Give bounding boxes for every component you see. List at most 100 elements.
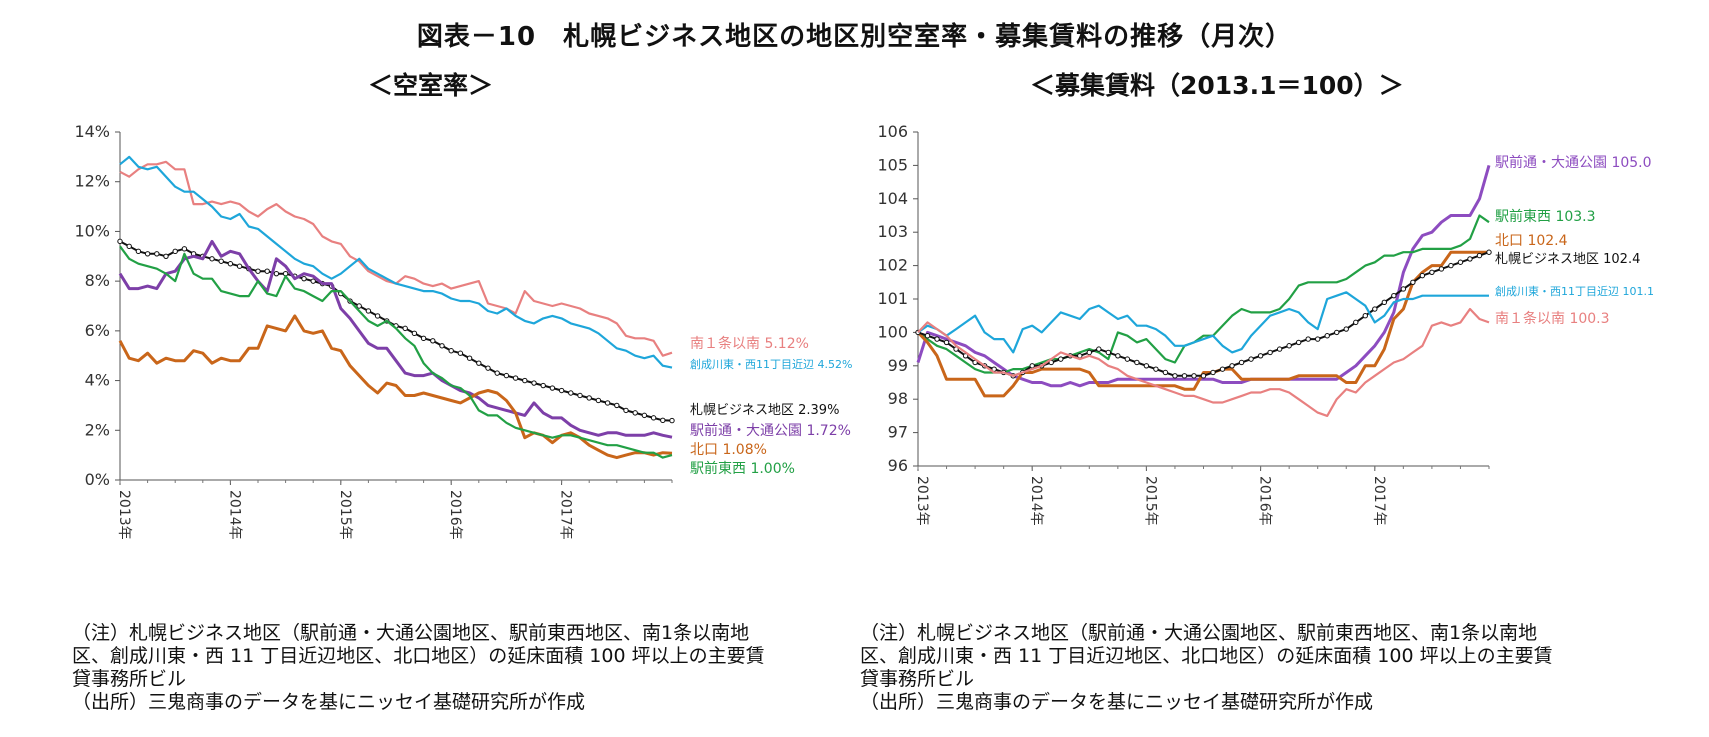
series-point-札幌ビジネス地区	[1134, 359, 1140, 366]
y-tick-label: 14%	[74, 122, 110, 141]
x-tick-label: 2016年	[447, 490, 463, 540]
series-point-札幌ビジネス地区	[1372, 306, 1378, 312]
y-tick-label: 100	[877, 322, 908, 341]
note-line: （注）札幌ビジネス地区（駅前通・大通公園地区、駅前東西地区、南1条以南地	[72, 622, 750, 644]
series-point-札幌ビジネス地区	[439, 343, 445, 349]
x-tick-label: 2016年	[1257, 476, 1273, 526]
note-line: 区、創成川東・西 11 丁目近辺地区、北口地区）の延床面積 100 坪以上の主要…	[72, 645, 765, 667]
y-tick-label: 6%	[85, 321, 110, 340]
series-point-札幌ビジネス地区	[1115, 353, 1121, 359]
series-point-札幌ビジネス地区	[614, 402, 620, 409]
series-point-札幌ビジネス地区	[1096, 346, 1102, 352]
y-tick-label: 101	[877, 289, 908, 308]
series-end-label: 駅前通・大通公園 1.72%	[690, 422, 851, 439]
series-end-label: 創成川東・西11丁目近辺 101.1	[1495, 284, 1654, 298]
series-point-札幌ビジネス地区	[650, 415, 657, 421]
series-line-創成川東-西11丁目近辺	[917, 291, 1489, 354]
series-point-札幌ビジネス地区	[1410, 279, 1416, 286]
series-point-札幌ビジネス地区	[181, 246, 188, 252]
series-point-札幌ビジネス地区	[117, 238, 123, 245]
x-tick-label: 2014年	[1028, 476, 1044, 526]
series-point-札幌ビジネス地区	[595, 397, 602, 404]
series-point-札幌ビジネス地区	[1286, 343, 1292, 349]
series-point-札幌ビジネス地区	[934, 336, 940, 342]
x-tick-label: 2013年	[116, 490, 132, 540]
y-tick-label: 12%	[74, 172, 110, 191]
series-point-札幌ビジネス地区	[1400, 286, 1407, 292]
series-point-札幌ビジネス地区	[1058, 356, 1064, 362]
note-line: 貸事務所ビル	[860, 668, 975, 690]
series-end-label: 南１条以南 100.3	[1495, 310, 1610, 327]
series-point-札幌ビジネス地区	[1153, 366, 1159, 372]
series-point-札幌ビジネス地区	[218, 258, 224, 264]
series-point-札幌ビジネス地区	[448, 348, 454, 354]
series-end-label: 札幌ビジネス地区 102.4	[1495, 251, 1640, 267]
series-end-label: 札幌ビジネス地区 2.39%	[690, 402, 839, 418]
series-point-札幌ビジネス地区	[144, 251, 151, 257]
y-tick-label: 106	[877, 122, 908, 141]
series-point-札幌ビジネス地区	[1486, 249, 1492, 255]
series-point-札幌ビジネス地区	[1143, 363, 1150, 369]
series-point-札幌ビジネス地区	[604, 400, 611, 406]
left-notes: （注）札幌ビジネス地区（駅前通・大通公園地区、駅前東西地区、南1条以南地 区、創…	[72, 622, 832, 714]
series-point-札幌ビジネス地区	[1162, 369, 1169, 376]
y-tick-label: 103	[877, 222, 908, 241]
series-point-札幌ビジネス地区	[1448, 262, 1454, 269]
series-point-札幌ビジネス地区	[1353, 319, 1359, 326]
series-point-札幌ビジネス地区	[1343, 326, 1349, 332]
series-point-札幌ビジネス地区	[1315, 336, 1321, 342]
series-line-札幌ビジネス地区	[119, 240, 673, 422]
series-point-札幌ビジネス地区	[365, 308, 372, 314]
series-point-札幌ビジネス地区	[586, 395, 592, 401]
series-point-札幌ビジネス地区	[476, 360, 482, 366]
series-end-label: 南１条以南 5.12%	[690, 335, 809, 352]
series-point-札幌ビジネス地区	[1362, 313, 1368, 319]
series-point-札幌ビジネス地区	[227, 261, 234, 267]
series-point-札幌ビジネス地区	[1086, 349, 1093, 356]
series-point-札幌ビジネス地区	[1229, 363, 1235, 369]
series-point-札幌ビジネス地区	[1295, 339, 1302, 346]
note-line: 区、創成川東・西 11 丁目近辺地区、北口地区）の延床面積 100 坪以上の主要…	[860, 645, 1553, 667]
series-point-札幌ビジネス地区	[1029, 363, 1035, 369]
x-tick-label: 2015年	[1142, 476, 1158, 526]
series-point-札幌ビジネス地区	[1172, 373, 1178, 379]
series-point-札幌ビジネス地区	[1324, 333, 1330, 339]
y-tick-label: 105	[877, 155, 908, 174]
y-tick-label: 99	[888, 356, 908, 375]
x-tick-label: 2015年	[337, 490, 353, 540]
series-point-札幌ビジネス地区	[126, 243, 132, 250]
series-point-札幌ビジネス地区	[457, 350, 464, 356]
series-point-札幌ビジネス地区	[512, 375, 519, 381]
series-point-札幌ビジネス地区	[1267, 349, 1273, 356]
series-point-札幌ビジネス地区	[522, 377, 528, 384]
series-point-札幌ビジネス地区	[356, 303, 362, 309]
series-point-札幌ビジネス地区	[531, 380, 537, 386]
series-point-札幌ビジネス地区	[1457, 259, 1464, 265]
series-point-札幌ビジネス地区	[924, 333, 931, 339]
y-tick-label: 2%	[85, 420, 110, 439]
series-end-label: 駅前東西 103.3	[1495, 208, 1596, 225]
y-tick-label: 98	[888, 389, 908, 408]
series-point-札幌ビジネス地区	[568, 390, 574, 396]
series-end-label: 駅前東西 1.00%	[690, 460, 795, 477]
series-point-札幌ビジネス地区	[549, 385, 556, 391]
series-point-札幌ビジネス地区	[1438, 266, 1445, 272]
source-line: （出所）三鬼商事のデータを基にニッセイ基礎研究所が作成	[860, 691, 1374, 713]
series-point-札幌ビジネス地区	[1257, 353, 1264, 359]
series-point-札幌ビジネス地区	[430, 338, 436, 344]
series-line-駅前東西	[119, 245, 673, 459]
series-point-札幌ビジネス地区	[172, 248, 178, 255]
series-point-札幌ビジネス地区	[494, 370, 500, 376]
series-point-札幌ビジネス地区	[943, 339, 950, 346]
series-point-札幌ビジネス地区	[1391, 292, 1397, 299]
series-point-札幌ビジネス地区	[1181, 373, 1188, 379]
series-point-札幌ビジネス地区	[1476, 252, 1483, 259]
series-point-札幌ビジネス地区	[402, 325, 408, 332]
x-tick-label: 2017年	[558, 490, 574, 540]
series-end-label: 北口 1.08%	[690, 442, 767, 458]
x-tick-label: 2013年	[914, 476, 930, 526]
series-point-札幌ビジネス地区	[1334, 329, 1340, 336]
y-tick-label: 10%	[74, 221, 110, 240]
series-point-札幌ビジネス地区	[1124, 356, 1131, 362]
series-end-label: 創成川東・西11丁目近辺 4.52%	[690, 357, 852, 371]
